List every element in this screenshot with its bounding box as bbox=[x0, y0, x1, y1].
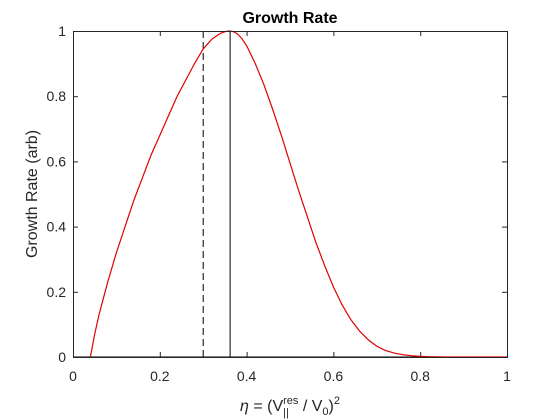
series-line bbox=[89, 30, 507, 358]
x-tick-label: 0.4 bbox=[237, 368, 257, 384]
chart-title: Growth Rate bbox=[242, 10, 337, 27]
x-axis-label: η = (Vres || / V0)2 bbox=[240, 395, 340, 419]
x-label-eta: η bbox=[240, 398, 249, 415]
x-tick-label: 0.8 bbox=[410, 368, 430, 384]
y-tick-label: 0.8 bbox=[47, 88, 67, 104]
x-label-exponent: 2 bbox=[334, 395, 340, 407]
plot-area bbox=[73, 31, 507, 357]
y-axis-label: Growth Rate (arb) bbox=[24, 130, 41, 258]
x-label-close: ) bbox=[329, 398, 334, 415]
x-tick-label: 0.6 bbox=[324, 368, 344, 384]
x-tick-label: 0.2 bbox=[150, 368, 170, 384]
x-label-mid: / V bbox=[298, 398, 322, 415]
axes-box bbox=[73, 31, 508, 358]
y-tick-label: 0.4 bbox=[47, 219, 67, 235]
y-tick-label: 0.6 bbox=[47, 153, 67, 169]
x-label-subscript-zero: 0 bbox=[322, 406, 328, 418]
x-label-subscript: || bbox=[283, 407, 289, 419]
x-label-open: = (V bbox=[249, 398, 284, 415]
x-tick-label: 1 bbox=[503, 368, 511, 384]
y-tick-label: 0.2 bbox=[47, 284, 67, 300]
y-tick-label: 0 bbox=[58, 349, 66, 365]
x-label-superscript: res bbox=[283, 395, 299, 407]
axis-ticks: 0 0.2 0.4 0.6 0.8 1 0 0.2 0.4 0.6 0.8 1 bbox=[47, 23, 512, 384]
x-tick-label: 0 bbox=[69, 368, 77, 384]
y-tick-label: 1 bbox=[58, 23, 66, 39]
